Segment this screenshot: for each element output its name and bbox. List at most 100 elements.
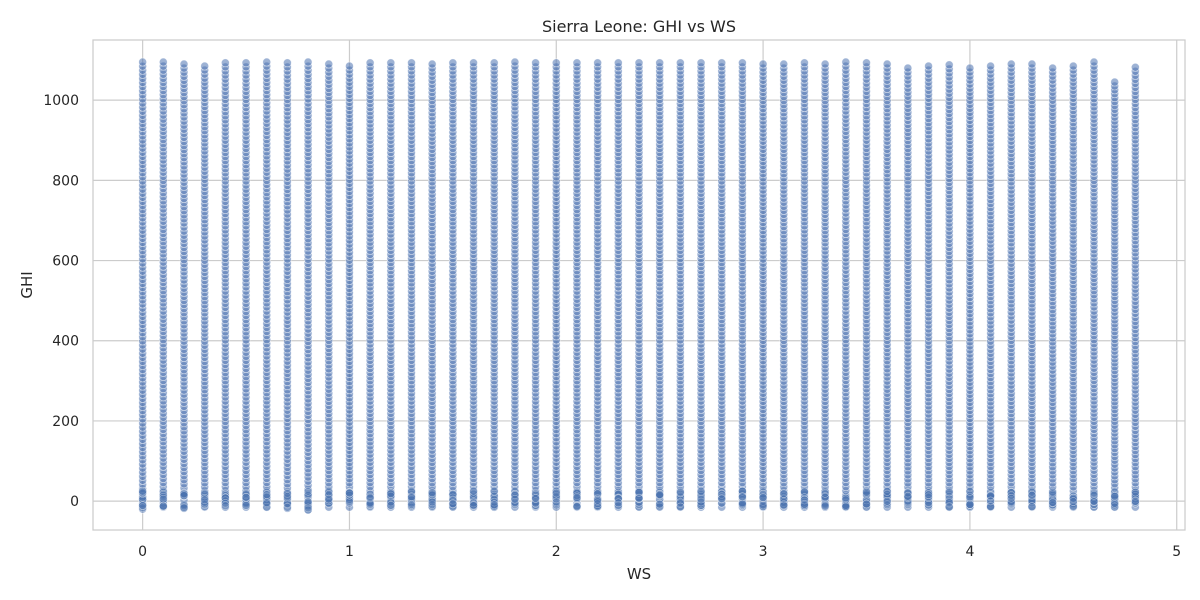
data-point [386, 58, 396, 68]
data-point [448, 499, 458, 508]
data-point [572, 502, 582, 511]
data-point [862, 499, 871, 509]
data-point [262, 490, 271, 499]
data-point [138, 501, 147, 510]
data-point [531, 58, 540, 68]
data-point [820, 501, 830, 511]
data-point [841, 57, 851, 67]
data-point [862, 488, 871, 497]
data-point [365, 58, 375, 68]
data-point [159, 501, 168, 511]
data-point [221, 499, 230, 508]
data-point [179, 59, 189, 69]
data-point [758, 59, 768, 69]
data-point [138, 492, 147, 502]
data-point [634, 58, 644, 68]
data-point [138, 503, 147, 513]
data-point [655, 499, 664, 509]
data-point [758, 500, 768, 510]
data-point [655, 490, 664, 499]
data-point [820, 489, 830, 498]
data-point [138, 57, 147, 67]
data-point [221, 58, 230, 68]
data-point [200, 61, 209, 71]
data-point [407, 492, 416, 501]
data-point [572, 493, 582, 502]
data-point [179, 503, 189, 513]
data-point [262, 57, 272, 67]
data-point [345, 488, 354, 498]
data-point [179, 501, 189, 511]
data-point [820, 59, 830, 69]
data-point [924, 61, 933, 71]
data-point [407, 500, 416, 509]
data-point [283, 492, 292, 501]
data-point [779, 489, 789, 498]
data-point [241, 58, 251, 68]
data-point [159, 494, 168, 504]
data-point [303, 487, 313, 496]
data-point [655, 58, 664, 68]
data-point [552, 488, 561, 498]
data-point [510, 57, 520, 67]
data-point [386, 501, 396, 510]
data-point [324, 494, 334, 504]
data-point [179, 491, 189, 500]
data-point [882, 59, 892, 69]
data-point [717, 58, 727, 68]
data-point [614, 498, 623, 508]
data-point [221, 491, 230, 500]
data-point [738, 499, 747, 509]
data-point [469, 487, 478, 496]
data-point [283, 503, 292, 512]
data-point [634, 493, 644, 503]
data-point [262, 498, 271, 507]
data-point [489, 500, 499, 509]
data-point [489, 58, 499, 68]
data-point [283, 58, 292, 68]
data-point [944, 60, 954, 70]
data-point [427, 497, 437, 507]
data-point [717, 494, 726, 504]
data-point [386, 489, 396, 498]
data-point [882, 497, 892, 506]
data-point [738, 58, 747, 68]
data-point [800, 58, 809, 68]
data-point [427, 59, 437, 69]
data-point [407, 58, 416, 68]
data-point [800, 500, 809, 509]
data-point [200, 495, 209, 504]
data-point [551, 58, 561, 68]
data-point [303, 57, 313, 67]
data-point [882, 487, 892, 496]
data-point [159, 57, 168, 67]
data-point [510, 494, 520, 504]
data-point [572, 58, 582, 68]
data-point [200, 488, 209, 498]
data-point [241, 492, 251, 502]
data-point [365, 493, 375, 502]
data-point [779, 59, 789, 69]
data-point [303, 503, 313, 513]
data-point [221, 501, 230, 511]
data-point [469, 58, 478, 68]
data-point [676, 58, 685, 68]
data-point [221, 496, 230, 505]
data-points [138, 57, 1140, 515]
data-point [924, 490, 933, 499]
data-point [944, 502, 954, 512]
data-point [614, 58, 623, 68]
data-point [138, 486, 147, 496]
data-point [696, 494, 706, 504]
data-point [903, 63, 913, 73]
data-point [696, 58, 706, 68]
data-point [469, 501, 478, 510]
data-point [593, 496, 602, 505]
data-point [944, 487, 954, 497]
data-point [159, 492, 168, 502]
data-point [552, 497, 561, 507]
data-point [427, 488, 437, 497]
data-point [345, 61, 354, 71]
